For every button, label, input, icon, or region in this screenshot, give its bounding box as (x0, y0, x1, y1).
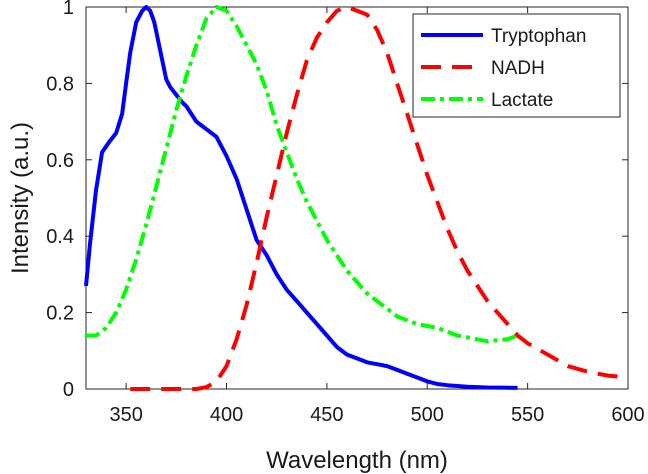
x-tick-label: 350 (109, 404, 142, 426)
legend-label-tryptophan: Tryptophan (491, 26, 586, 47)
x-tick-label: 600 (611, 404, 644, 426)
tick-labels: 350 400 450 500 550 600 0 0.2 0.4 0.6 0.8 1 (46, 0, 645, 426)
x-tick-label: 450 (310, 404, 343, 426)
x-axis-label: Wavelength (nm) (266, 447, 448, 474)
x-tick-label: 400 (210, 404, 243, 426)
y-tick-label: 0 (63, 379, 74, 401)
legend-box (412, 13, 621, 118)
y-tick-label: 0.4 (46, 226, 74, 248)
legend-label-nadh: NADH (491, 58, 545, 79)
x-tick-label: 550 (511, 404, 544, 426)
legend: Tryptophan NADH Lactate (412, 13, 621, 118)
y-tick-label: 1 (63, 0, 74, 19)
x-tick-label: 500 (411, 404, 444, 426)
series-lines (84, 5, 629, 391)
y-tick-label: 0.8 (46, 73, 74, 95)
series-line-tryptophan (84, 5, 518, 390)
plot-frame (85, 6, 629, 390)
y-tick-label: 0.2 (46, 303, 74, 325)
series-line-nadh (130, 5, 629, 391)
y-axis-label: Intensity (a.u.) (7, 122, 34, 274)
y-tick-label: 0.6 (46, 150, 74, 172)
legend-label-lactate: Lactate (491, 90, 553, 111)
series-line-lactate (86, 5, 519, 344)
